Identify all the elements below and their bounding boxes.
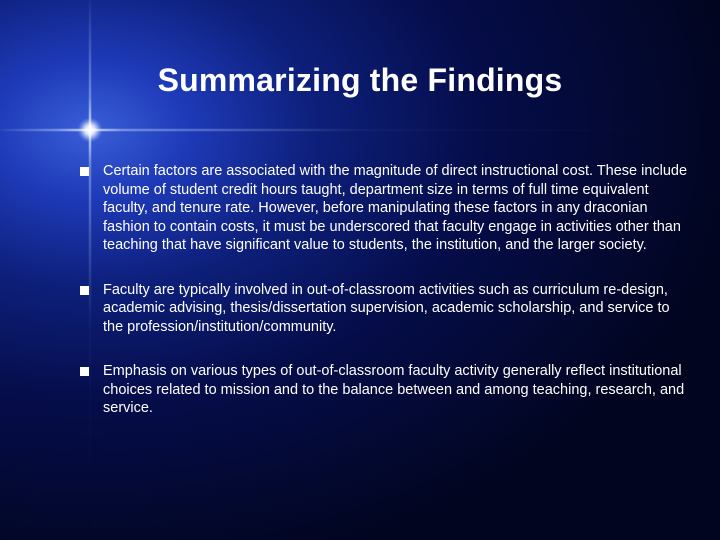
- bullet-text: Faculty are typically involved in out-of…: [103, 281, 688, 337]
- lens-flare-horizontal: [0, 129, 720, 131]
- bullet-text: Certain factors are associated with the …: [103, 162, 688, 255]
- bullet-item: Faculty are typically involved in out-of…: [80, 281, 688, 337]
- bullet-marker-icon: [80, 167, 89, 176]
- slide: Summarizing the Findings Certain factors…: [0, 0, 720, 540]
- bullet-marker-icon: [80, 367, 89, 376]
- bullet-item: Emphasis on various types of out-of-clas…: [80, 362, 688, 418]
- bullet-text: Emphasis on various types of out-of-clas…: [103, 362, 688, 418]
- lens-flare-core: [78, 118, 102, 142]
- bullet-item: Certain factors are associated with the …: [80, 162, 688, 255]
- bullet-marker-icon: [80, 286, 89, 295]
- slide-body: Certain factors are associated with the …: [80, 162, 688, 444]
- slide-title: Summarizing the Findings: [0, 62, 720, 99]
